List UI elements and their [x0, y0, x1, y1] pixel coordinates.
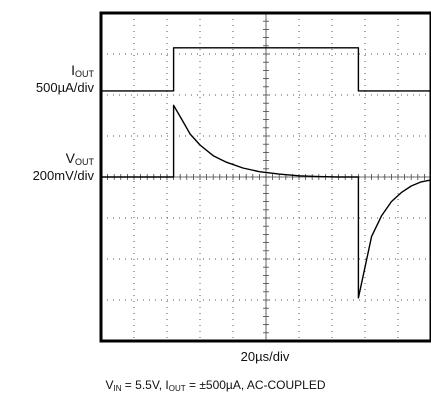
iout-channel-label: IOUT: [71, 62, 94, 79]
vout-channel-label: VOUT: [65, 150, 94, 167]
time-scale-label: 20µs/div: [240, 349, 290, 364]
chart-frame: [99, 11, 431, 343]
vout-scale-label: 200mV/div: [32, 168, 94, 183]
chart-traces: [101, 47, 431, 299]
iout-trace: [101, 47, 431, 92]
vout-trace: [101, 104, 431, 299]
iout-scale-label: 500µA/div: [35, 80, 94, 95]
test-conditions-caption: VIN = 5.5V, IOUT = ±500µA, AC-COUPLED: [105, 378, 326, 393]
